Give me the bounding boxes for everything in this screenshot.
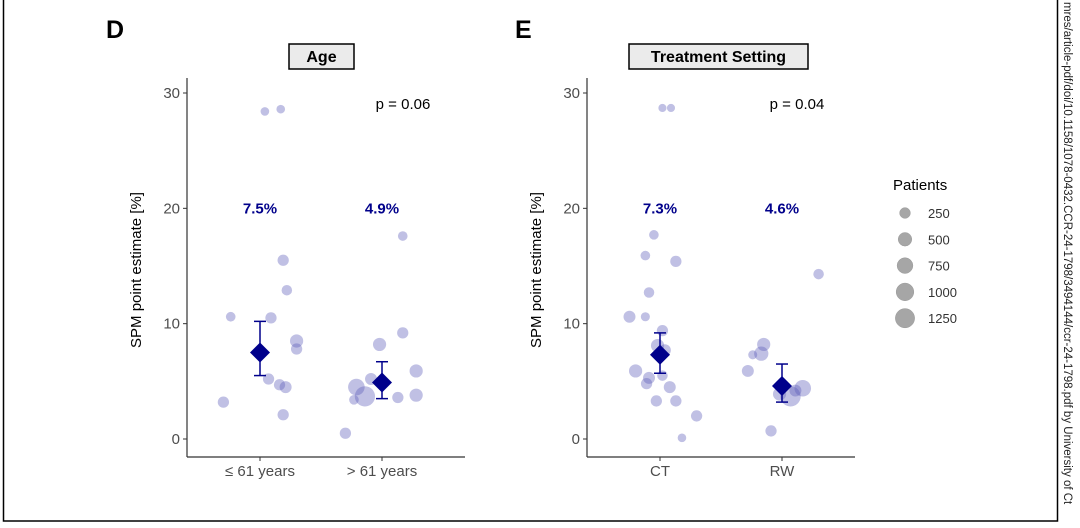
study-point [348,378,365,396]
study-point [741,364,754,377]
x-tick-label: > 61 years [347,463,417,480]
x-tick-label: RW [770,463,796,480]
x-tick-label: ≤ 61 years [225,463,295,480]
p-value-label: p = 0.04 [770,96,825,113]
study-point [217,396,230,408]
study-point [372,337,387,352]
legend-size-circle [895,282,915,301]
legend-size-label: 750 [928,259,950,274]
study-point [265,312,277,324]
legend-size-circle [897,232,913,247]
panel-letter: E [515,16,532,44]
study-point [657,370,668,381]
x-tick-label: CT [650,463,670,480]
pooled-estimate-label: 4.6% [765,200,799,217]
figure-border [2,0,1059,522]
study-point [281,284,293,296]
study-point [623,310,636,323]
study-point [748,350,758,360]
study-point [663,381,676,394]
legend-size-circle [895,308,915,329]
study-point [640,312,650,322]
study-point [794,379,812,397]
y-axis-label: SPM point estimate [%] [528,192,545,348]
legend-size-label: 250 [928,206,950,221]
strip-title: Age [306,49,336,66]
pooled-estimate-diamond [372,372,392,393]
study-point [354,386,376,407]
study-point [643,371,656,384]
study-point [640,378,653,390]
study-point [339,427,352,439]
strip-title: Treatment Setting [651,49,786,66]
study-point [277,409,289,421]
study-point [666,103,676,113]
study-point [813,268,824,280]
legend-size-circle [899,207,911,219]
study-point [649,230,659,240]
study-point [279,381,292,394]
study-point [690,410,703,422]
study-point [397,327,409,339]
study-point [670,395,682,407]
study-point [677,433,687,443]
pooled-estimate-diamond [650,344,670,365]
study-point [789,384,802,397]
y-tick-label: 0 [572,431,580,448]
study-point [640,250,651,261]
legend-title: Patients [893,177,947,194]
pooled-estimate-label: 4.9% [365,200,399,217]
study-point [290,334,304,348]
study-point [290,343,303,355]
study-point [409,364,423,378]
pooled-estimate-diamond [772,375,792,396]
study-point [658,103,667,113]
size-legend: Patients 250 500 750 1000 1250 [893,177,957,329]
panel-letter: D [106,16,124,44]
strip-title-box [288,43,355,70]
legend-size-label: 500 [928,232,950,247]
p-value-label: p = 0.06 [376,96,431,113]
study-point [757,337,771,352]
legend-size-circle [896,257,914,274]
study-point [656,324,669,337]
y-tick-label: 20 [163,200,180,217]
study-point [276,104,286,114]
y-axis-label: SPM point estimate [%] [128,192,145,348]
pooled-estimate-label: 7.3% [643,200,677,217]
y-tick-label: 20 [563,200,580,217]
y-tick-label: 10 [163,316,180,333]
study-point [765,425,777,437]
strip-title-box [628,43,809,70]
legend-size-label: 1250 [928,311,957,326]
pooled-estimate-label: 7.5% [243,200,277,217]
study-point [754,346,769,361]
study-point [273,379,286,391]
study-point [650,395,662,407]
pooled-estimate-diamond [250,342,270,363]
study-point [349,394,359,405]
study-point [225,311,236,322]
study-point [409,388,423,402]
y-tick-label: 30 [563,85,580,102]
legend-size-label: 1000 [928,285,957,300]
study-point [643,287,655,298]
y-tick-label: 10 [563,316,580,333]
study-point [629,364,643,378]
study-point [397,231,408,241]
panel-d: D Age 0 10 20 30 SPM point estimate [%] ≤ 61 ye… [106,16,465,480]
study-point [392,391,404,404]
side-watermark-text: mres/article-pdf/doi/10.1158/1078-0432.C… [1061,2,1073,505]
y-tick-label: 0 [172,431,180,448]
study-point [260,107,270,116]
panel-e: E Treatment Setting 0 10 20 30 SPM point estim… [515,16,855,480]
study-point [277,254,289,266]
y-tick-label: 30 [163,85,180,102]
study-point [670,255,682,268]
